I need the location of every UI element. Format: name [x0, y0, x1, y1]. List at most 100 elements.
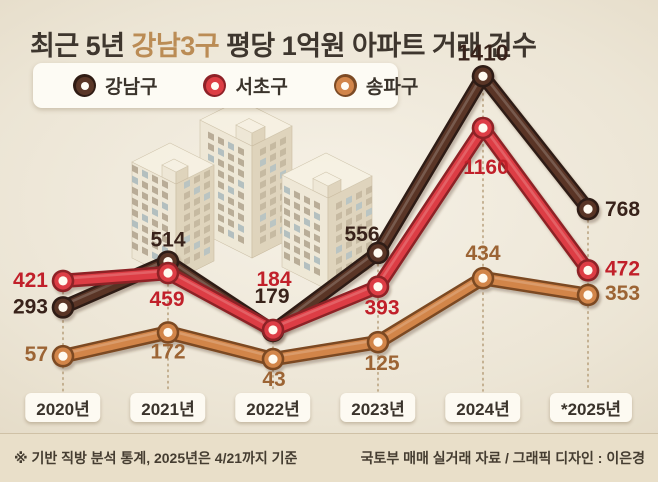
window: [270, 152, 276, 162]
value-label-송파구-2021년: 172: [150, 340, 185, 363]
value-label-서초구-2023년: 393: [364, 297, 399, 320]
window: [270, 174, 276, 184]
window: [366, 185, 372, 195]
window: [132, 230, 138, 240]
window: [228, 152, 234, 162]
marker-center-강남구-2023년: [373, 248, 383, 258]
window: [260, 168, 266, 178]
window: [284, 196, 290, 206]
window: [294, 190, 300, 200]
window: [142, 202, 148, 212]
window: [218, 136, 224, 146]
window: [204, 224, 210, 234]
window: [294, 245, 300, 255]
window: [162, 190, 168, 200]
legend-ring-icon: [203, 74, 227, 97]
window: [314, 255, 320, 265]
window: [260, 157, 266, 167]
window: [152, 251, 158, 261]
window: [260, 212, 266, 222]
building-roof: [161, 158, 189, 173]
window: [218, 224, 224, 234]
window: [184, 245, 190, 255]
window: [142, 235, 148, 245]
window: [204, 180, 210, 190]
window: [346, 228, 352, 238]
window: [132, 186, 138, 196]
window: [228, 196, 234, 206]
window: [346, 195, 352, 205]
building: [161, 158, 189, 185]
window: [304, 217, 310, 227]
window: [280, 147, 286, 157]
year-label-2022년: 2022년: [235, 393, 311, 422]
window: [152, 185, 158, 195]
legend-item-강남구: 강남구: [73, 72, 157, 99]
marker-center-송파구-2022년: [268, 354, 278, 364]
marker-center-서초구-*2025년: [583, 265, 593, 275]
window: [238, 190, 244, 200]
window: [142, 246, 148, 256]
window: [218, 191, 224, 201]
window: [132, 164, 138, 174]
window: [260, 179, 266, 189]
window: [314, 222, 320, 232]
window: [284, 240, 290, 250]
year-label-2020년: 2020년: [25, 393, 101, 422]
marker-center-송파구-2024년: [478, 273, 488, 283]
page-title: 최근 5년 강남3구 평당 1억원 아파트 거래 건수: [30, 24, 537, 63]
window: [194, 251, 200, 261]
window: [270, 218, 276, 228]
value-label-송파구-2023년: 125: [364, 352, 399, 375]
marker-center-송파구-*2025년: [583, 290, 593, 300]
window: [270, 163, 276, 173]
window: [356, 245, 362, 255]
legend-ring-center: [341, 81, 350, 90]
marker-center-서초구-2024년: [478, 123, 488, 133]
legend-label: 강남구: [105, 77, 158, 98]
window: [204, 213, 210, 223]
window: [228, 218, 234, 228]
window: [142, 213, 148, 223]
value-label-강남구-2024년: 1410: [457, 39, 508, 65]
window: [346, 217, 352, 227]
value-label-서초구-2022년: 184: [256, 268, 291, 291]
window: [204, 202, 210, 212]
window: [152, 196, 158, 206]
window: [260, 234, 266, 244]
window: [238, 168, 244, 178]
window: [336, 255, 342, 265]
footer-note: ※ 기반 직방 분석 통계, 2025년은 4/21까지 기준: [14, 450, 298, 466]
window: [228, 141, 234, 151]
window: [284, 207, 290, 217]
legend-item-서초구: 서초구: [203, 72, 288, 99]
window: [336, 211, 342, 221]
window: [356, 223, 362, 233]
marker-center-서초구-2021년: [163, 268, 173, 278]
marker-center-강남구-2020년: [58, 302, 68, 312]
window: [336, 200, 342, 210]
window: [270, 141, 276, 151]
window: [194, 240, 200, 250]
series-송파구: [51, 266, 600, 371]
window: [194, 196, 200, 206]
window: [184, 190, 190, 200]
window: [280, 158, 286, 168]
window: [366, 218, 372, 228]
window: [314, 266, 320, 276]
building-roof: [235, 118, 266, 134]
window: [142, 169, 148, 179]
window: [270, 207, 276, 217]
marker-center-강남구-*2025년: [583, 204, 593, 214]
title-prefix: 최근 5년: [30, 31, 132, 61]
apartment-buildings-illustration: [131, 99, 373, 291]
legend-ring-icon: [333, 74, 357, 97]
window: [152, 240, 158, 250]
legend: 강남구 서초구 송파구: [33, 63, 418, 108]
legend-ring-center: [210, 81, 219, 90]
line-highlight-서초구: [61, 124, 590, 330]
legend-label: 송파구: [365, 77, 419, 98]
window: [304, 239, 310, 249]
